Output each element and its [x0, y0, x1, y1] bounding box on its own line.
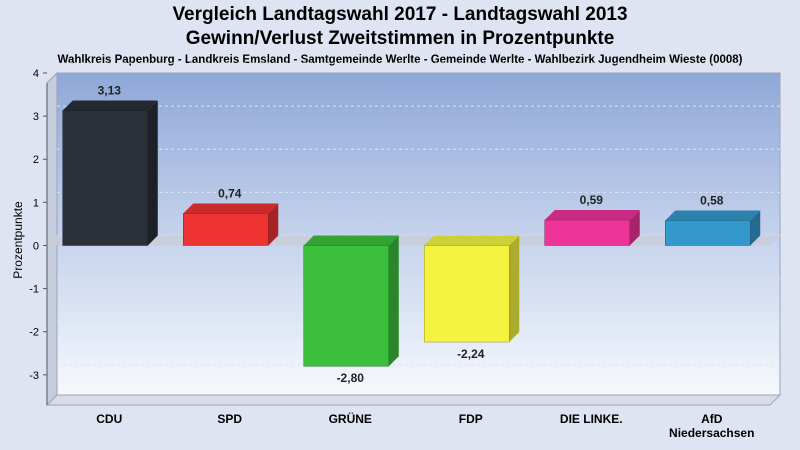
bar-top: [665, 210, 761, 221]
bar: [303, 245, 389, 367]
x-category-label: FDP: [459, 412, 483, 426]
x-category-label: CDU: [96, 412, 122, 426]
bar-side: [388, 235, 399, 367]
bar-value-label: 0,58: [700, 193, 724, 207]
bar: [424, 245, 510, 343]
bar: [665, 220, 751, 246]
bar-side: [629, 210, 640, 246]
bar-value-label: 0,74: [218, 187, 242, 201]
bar: [544, 219, 630, 246]
y-tick-label: 0: [33, 240, 39, 252]
plot-background: [56, 72, 781, 396]
chart-title: Vergleich Landtagswahl 2017 - Landtagswa…: [172, 4, 628, 25]
bar-side: [268, 203, 279, 246]
bar-value-label: -2,80: [337, 371, 365, 385]
y-tick-label: 2: [33, 154, 39, 166]
x-category-label: Niedersachsen: [669, 426, 754, 440]
bar-top: [544, 210, 640, 221]
chart-caption: Wahlkreis Papenburg - Landkreis Emsland …: [57, 54, 743, 66]
bar-top: [303, 235, 399, 246]
y-tick-label: -2: [29, 327, 39, 339]
y-tick-label: 3: [33, 111, 39, 123]
x-category-label: SPD: [217, 412, 242, 426]
floor: [45, 394, 782, 406]
bar-value-label: 0,59: [580, 193, 604, 207]
bar: [183, 213, 269, 246]
bar-top: [62, 100, 158, 111]
bar-value-label: 3,13: [98, 84, 122, 98]
bar-top: [183, 203, 279, 214]
chart-subtitle: Gewinn/Verlust Zweitstimmen in Prozentpu…: [185, 28, 615, 49]
bar-top: [424, 235, 520, 246]
x-category-label: DIE LINKE.: [560, 412, 623, 426]
bar-side: [147, 100, 158, 246]
y-tick-label: -3: [29, 370, 39, 382]
x-category-label: AfD: [701, 412, 723, 426]
bar-side: [509, 235, 520, 343]
y-tick-label: -1: [29, 284, 39, 296]
bar-value-label: -2,24: [457, 347, 485, 361]
x-category-label: GRÜNE: [329, 411, 372, 426]
bar-side: [750, 210, 761, 246]
bar: [62, 110, 148, 246]
y-tick-label: 4: [33, 68, 39, 80]
y-axis-label: Prozentpunkte: [11, 201, 25, 279]
y-tick-label: 1: [33, 197, 39, 209]
